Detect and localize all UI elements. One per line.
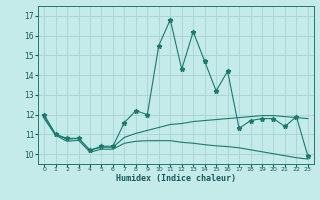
X-axis label: Humidex (Indice chaleur): Humidex (Indice chaleur) bbox=[116, 174, 236, 183]
